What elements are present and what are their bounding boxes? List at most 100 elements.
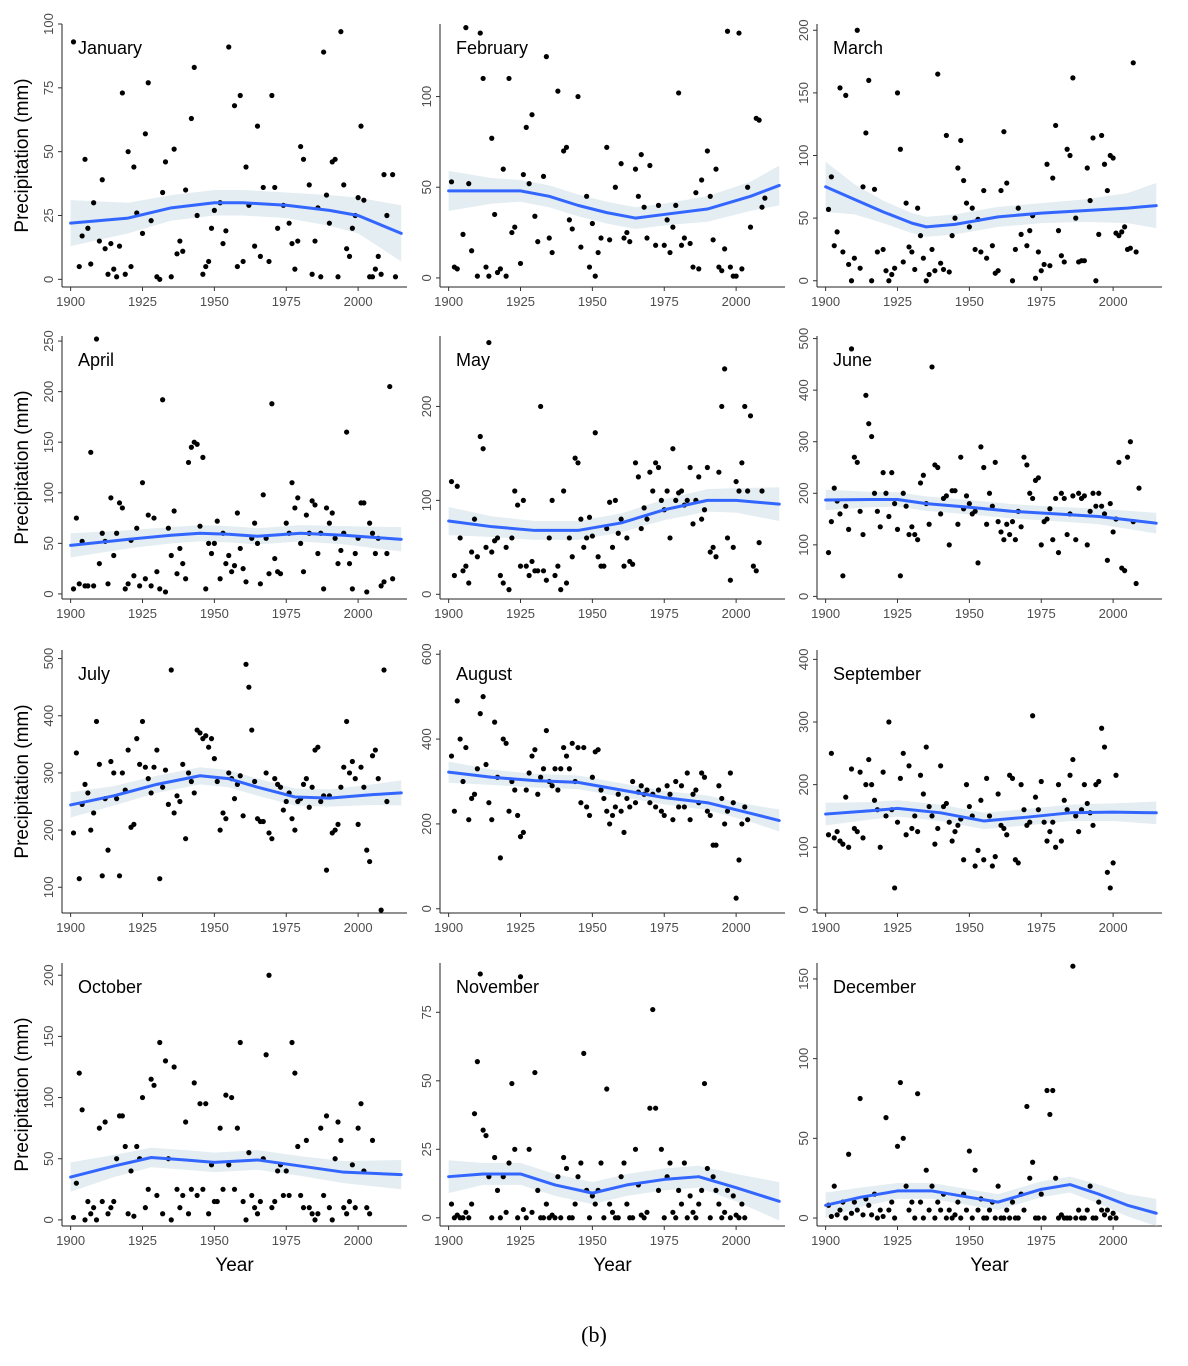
data-point — [154, 1192, 160, 1199]
x-tick-label: 2000 — [1099, 606, 1128, 621]
data-point — [131, 573, 137, 579]
panel-may: 1900 1925 1950 1975 2000 0 100 200 May — [419, 336, 785, 621]
y-tick-label: 150 — [41, 431, 56, 453]
data-point — [828, 1213, 834, 1220]
x-tick-label: 1900 — [811, 920, 840, 935]
data-point — [825, 206, 832, 212]
data-point — [1044, 161, 1050, 167]
data-point — [174, 793, 180, 799]
data-point — [168, 1217, 174, 1223]
data-point — [82, 781, 88, 787]
data-point — [701, 507, 708, 513]
data-point — [678, 242, 685, 248]
data-point — [624, 1201, 630, 1207]
data-point — [477, 433, 483, 440]
data-point — [917, 772, 924, 778]
data-point — [369, 530, 376, 536]
y-tick-label: 25 — [41, 208, 56, 222]
data-point — [903, 200, 909, 206]
data-point — [915, 205, 921, 211]
y-tick-label: 250 — [41, 330, 56, 352]
data-point — [1107, 885, 1113, 891]
data-point — [601, 563, 607, 569]
data-point — [463, 563, 469, 569]
data-point — [378, 271, 384, 277]
data-point — [635, 474, 641, 480]
data-point — [165, 801, 171, 807]
data-point — [1001, 825, 1007, 832]
data-point — [1009, 1199, 1016, 1205]
confidence-band — [448, 487, 780, 540]
data-point — [139, 1094, 146, 1101]
data-point — [598, 235, 604, 241]
data-point — [240, 1198, 246, 1205]
data-point — [82, 156, 88, 162]
data-point — [1009, 278, 1016, 284]
data-point — [200, 454, 206, 460]
data-point — [699, 177, 705, 183]
data-point — [1087, 508, 1093, 514]
data-point — [200, 1186, 206, 1192]
data-point — [1067, 152, 1073, 159]
data-point — [981, 187, 987, 194]
y-tick-label: 200 — [796, 482, 811, 504]
data-point — [200, 271, 206, 277]
x-tick-label: 1925 — [883, 294, 912, 309]
data-point — [595, 249, 601, 256]
data-point — [162, 1058, 169, 1064]
data-point — [254, 123, 261, 129]
data-point — [119, 505, 125, 511]
data-point — [693, 190, 699, 196]
data-point — [1081, 782, 1087, 788]
data-point — [546, 535, 552, 541]
x-tick-label: 1925 — [128, 294, 157, 309]
x-tick-label: 1950 — [955, 920, 984, 935]
data-point — [231, 103, 238, 109]
data-point — [1127, 439, 1133, 445]
x-tick-label: 2000 — [344, 294, 373, 309]
data-point — [747, 413, 754, 419]
data-point — [70, 39, 77, 45]
data-point — [323, 505, 330, 511]
data-point — [1015, 205, 1021, 211]
data-point — [880, 246, 886, 253]
data-point — [1064, 146, 1070, 152]
data-point — [466, 181, 472, 187]
data-point — [332, 156, 338, 162]
data-point — [909, 1199, 915, 1205]
data-point — [963, 782, 970, 788]
data-point — [1038, 268, 1044, 274]
panel-title: October — [78, 977, 142, 997]
y-tick-label: 100 — [419, 490, 434, 512]
data-point — [249, 1192, 255, 1199]
data-point — [234, 263, 240, 270]
data-point — [975, 560, 981, 566]
figure-caption: (b) — [581, 1322, 607, 1347]
data-point — [102, 246, 108, 252]
y-tick-label: 50 — [796, 211, 811, 225]
data-point — [300, 1205, 307, 1211]
data-point — [920, 472, 926, 478]
data-point — [217, 1125, 223, 1131]
data-point — [561, 148, 567, 154]
data-point — [1081, 493, 1087, 499]
data-point — [840, 249, 846, 255]
data-point — [523, 1215, 529, 1221]
data-point — [641, 204, 647, 210]
data-point — [1027, 819, 1033, 825]
data-point — [1021, 807, 1027, 813]
data-point — [690, 264, 696, 270]
data-point — [252, 1205, 258, 1211]
data-point — [710, 1174, 716, 1180]
data-point — [1041, 261, 1047, 268]
data-point — [1012, 537, 1018, 543]
data-point — [736, 488, 742, 494]
y-tick-label: 200 — [41, 381, 56, 403]
data-point — [607, 237, 613, 243]
data-point — [929, 813, 935, 819]
x-tick-label: 1925 — [506, 1233, 535, 1248]
confidence-band — [448, 1160, 780, 1221]
data-point — [1070, 756, 1076, 763]
data-point — [349, 586, 355, 592]
data-point — [1087, 197, 1093, 204]
